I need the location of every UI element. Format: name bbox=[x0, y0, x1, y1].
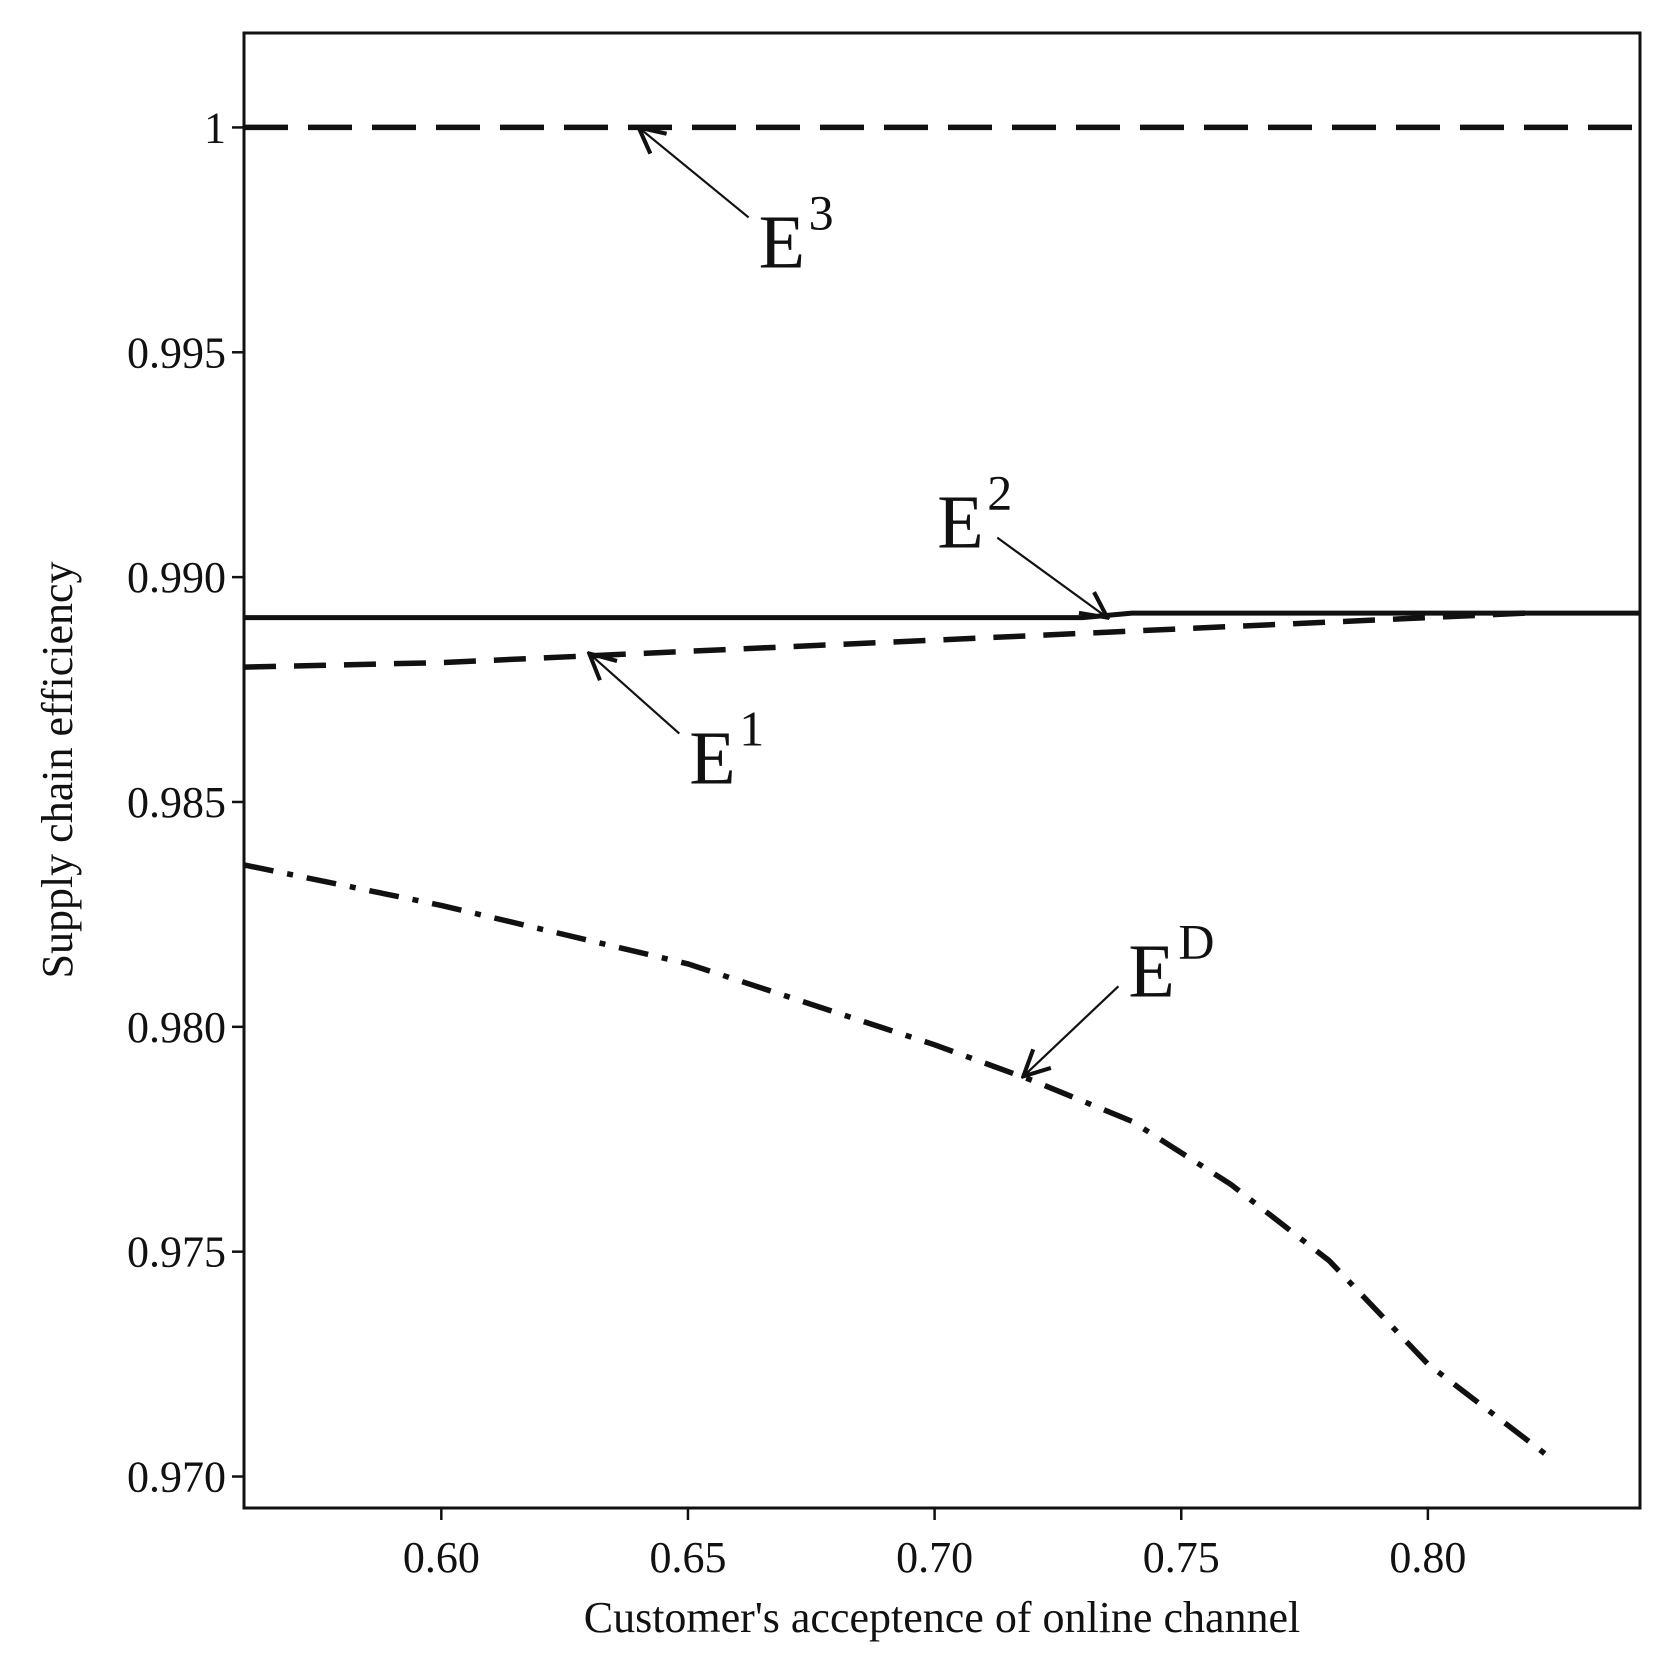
callout-label: E bbox=[759, 200, 805, 284]
y-tick-label: 0.995 bbox=[127, 328, 226, 377]
y-axis-title: Supply chain efficiency bbox=[33, 561, 82, 978]
x-tick-label: 0.75 bbox=[1143, 1533, 1220, 1582]
callout-label: E bbox=[689, 717, 735, 801]
callout-arrow bbox=[996, 536, 1107, 618]
callout-superscript: 1 bbox=[739, 701, 764, 757]
y-tick-label: 0.975 bbox=[127, 1228, 226, 1277]
x-tick-label: 0.60 bbox=[403, 1533, 480, 1582]
callout-superscript: 2 bbox=[987, 465, 1012, 521]
callout-label: E bbox=[1128, 929, 1174, 1013]
x-axis-ticks: 0.60 0.65 0.70 0.75 0.80 bbox=[403, 1508, 1466, 1582]
plot-area bbox=[242, 31, 1642, 1510]
y-tick-label: 1 bbox=[204, 103, 226, 152]
series-line-ed bbox=[244, 862, 1553, 1461]
series-layer bbox=[244, 124, 1640, 1461]
callout-arrow bbox=[589, 654, 681, 735]
x-tick-label: 0.80 bbox=[1389, 1533, 1466, 1582]
callout-arrow bbox=[1023, 985, 1120, 1076]
annotation-layer: E 3E 2E 1E D bbox=[589, 127, 1215, 1076]
y-tick-label: 0.990 bbox=[127, 553, 226, 602]
y-tick-label: 0.985 bbox=[127, 778, 226, 827]
callout-superscript: D bbox=[1178, 913, 1214, 969]
series-line-e2 bbox=[244, 610, 1640, 621]
x-tick-label: 0.70 bbox=[896, 1533, 973, 1582]
y-tick-label: 0.970 bbox=[127, 1453, 226, 1502]
x-tick-label: 0.65 bbox=[649, 1533, 726, 1582]
callout-label: E bbox=[937, 481, 983, 565]
callout-superscript: 3 bbox=[809, 184, 834, 240]
x-axis-title: Customer's acceptence of online channel bbox=[584, 1593, 1301, 1642]
callout-arrow bbox=[639, 127, 750, 219]
y-tick-label: 0.980 bbox=[127, 1003, 226, 1052]
y-axis-ticks: 0.970 0.975 0.980 0.985 0.990 0.995 1 bbox=[127, 103, 244, 1502]
